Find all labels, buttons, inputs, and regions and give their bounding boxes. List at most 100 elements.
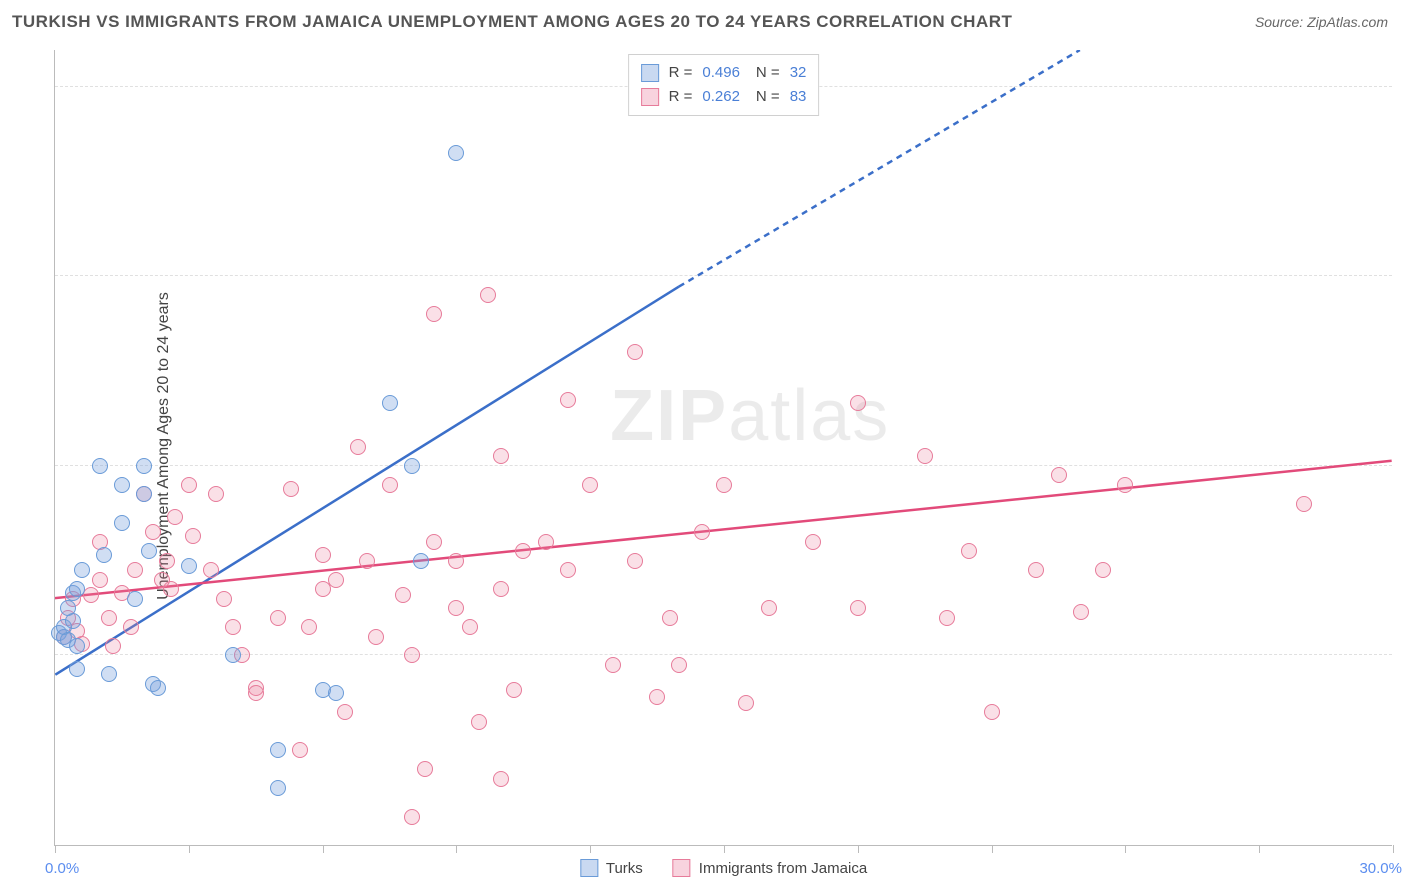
x-axis-min-label: 0.0% <box>45 860 79 877</box>
data-point <box>1073 604 1089 620</box>
data-point <box>649 689 665 705</box>
data-point <box>493 581 509 597</box>
data-point <box>582 477 598 493</box>
data-point <box>350 439 366 455</box>
correlation-chart: 10.0%20.0%30.0%40.0% ZIPatlas R = 0.496 … <box>54 50 1392 846</box>
data-point <box>493 448 509 464</box>
x-axis-max-label: 30.0% <box>1359 860 1402 877</box>
data-point <box>96 547 112 563</box>
data-point <box>283 481 299 497</box>
data-point <box>538 534 554 550</box>
data-point <box>404 458 420 474</box>
data-point <box>301 619 317 635</box>
data-point <box>627 344 643 360</box>
data-point <box>417 761 433 777</box>
data-point <box>114 477 130 493</box>
data-point <box>917 448 933 464</box>
data-point <box>395 587 411 603</box>
data-point <box>69 638 85 654</box>
data-point <box>694 524 710 540</box>
data-point <box>328 572 344 588</box>
data-point <box>208 486 224 502</box>
data-point <box>939 610 955 626</box>
series-legend: Turks Immigrants from Jamaica <box>580 859 867 877</box>
stats-legend-box: R = 0.496 N = 32 R = 0.262 N = 83 <box>628 54 820 116</box>
data-point <box>123 619 139 635</box>
data-point <box>225 647 241 663</box>
data-point <box>270 780 286 796</box>
data-point <box>493 771 509 787</box>
data-point <box>805 534 821 550</box>
data-point <box>136 458 152 474</box>
source-attribution: Source: ZipAtlas.com <box>1255 14 1388 30</box>
data-point <box>1296 496 1312 512</box>
data-point <box>65 613 81 629</box>
data-point <box>368 629 384 645</box>
swatch-icon <box>641 64 659 82</box>
data-point <box>150 680 166 696</box>
stats-row-pink: R = 0.262 N = 83 <box>641 85 807 109</box>
data-point <box>448 553 464 569</box>
swatch-icon <box>673 859 691 877</box>
data-point <box>426 306 442 322</box>
legend-item-blue: Turks <box>580 859 643 877</box>
data-point <box>605 657 621 673</box>
data-point <box>413 553 429 569</box>
data-point <box>1051 467 1067 483</box>
trend-lines <box>55 50 1392 845</box>
data-point <box>448 145 464 161</box>
stats-row-blue: R = 0.496 N = 32 <box>641 61 807 85</box>
data-point <box>136 486 152 502</box>
data-point <box>92 458 108 474</box>
data-point <box>462 619 478 635</box>
data-point <box>181 558 197 574</box>
data-point <box>181 477 197 493</box>
data-point <box>738 695 754 711</box>
data-point <box>515 543 531 559</box>
data-point <box>105 638 121 654</box>
data-point <box>248 685 264 701</box>
data-point <box>216 591 232 607</box>
data-point <box>471 714 487 730</box>
data-point <box>145 524 161 540</box>
data-point <box>761 600 777 616</box>
data-point <box>167 509 183 525</box>
data-point <box>404 809 420 825</box>
data-point <box>141 543 157 559</box>
data-point <box>1117 477 1133 493</box>
swatch-icon <box>641 88 659 106</box>
data-point <box>270 610 286 626</box>
data-point <box>225 619 241 635</box>
data-point <box>127 562 143 578</box>
data-point <box>127 591 143 607</box>
data-point <box>328 685 344 701</box>
data-point <box>404 647 420 663</box>
data-point <box>716 477 732 493</box>
swatch-icon <box>580 859 598 877</box>
data-point <box>101 610 117 626</box>
data-point <box>185 528 201 544</box>
data-point <box>315 547 331 563</box>
data-point <box>1028 562 1044 578</box>
data-point <box>426 534 442 550</box>
data-point <box>74 562 90 578</box>
data-point <box>382 477 398 493</box>
data-point <box>69 661 85 677</box>
data-point <box>448 600 464 616</box>
data-point <box>382 395 398 411</box>
data-point <box>560 562 576 578</box>
data-point <box>92 572 108 588</box>
data-point <box>359 553 375 569</box>
data-point <box>1095 562 1111 578</box>
chart-title: TURKISH VS IMMIGRANTS FROM JAMAICA UNEMP… <box>12 12 1012 32</box>
data-point <box>101 666 117 682</box>
data-point <box>506 682 522 698</box>
data-point <box>627 553 643 569</box>
data-point <box>69 581 85 597</box>
data-point <box>850 395 866 411</box>
data-point <box>961 543 977 559</box>
data-point <box>159 553 175 569</box>
data-point <box>337 704 353 720</box>
data-point <box>480 287 496 303</box>
data-point <box>154 572 170 588</box>
